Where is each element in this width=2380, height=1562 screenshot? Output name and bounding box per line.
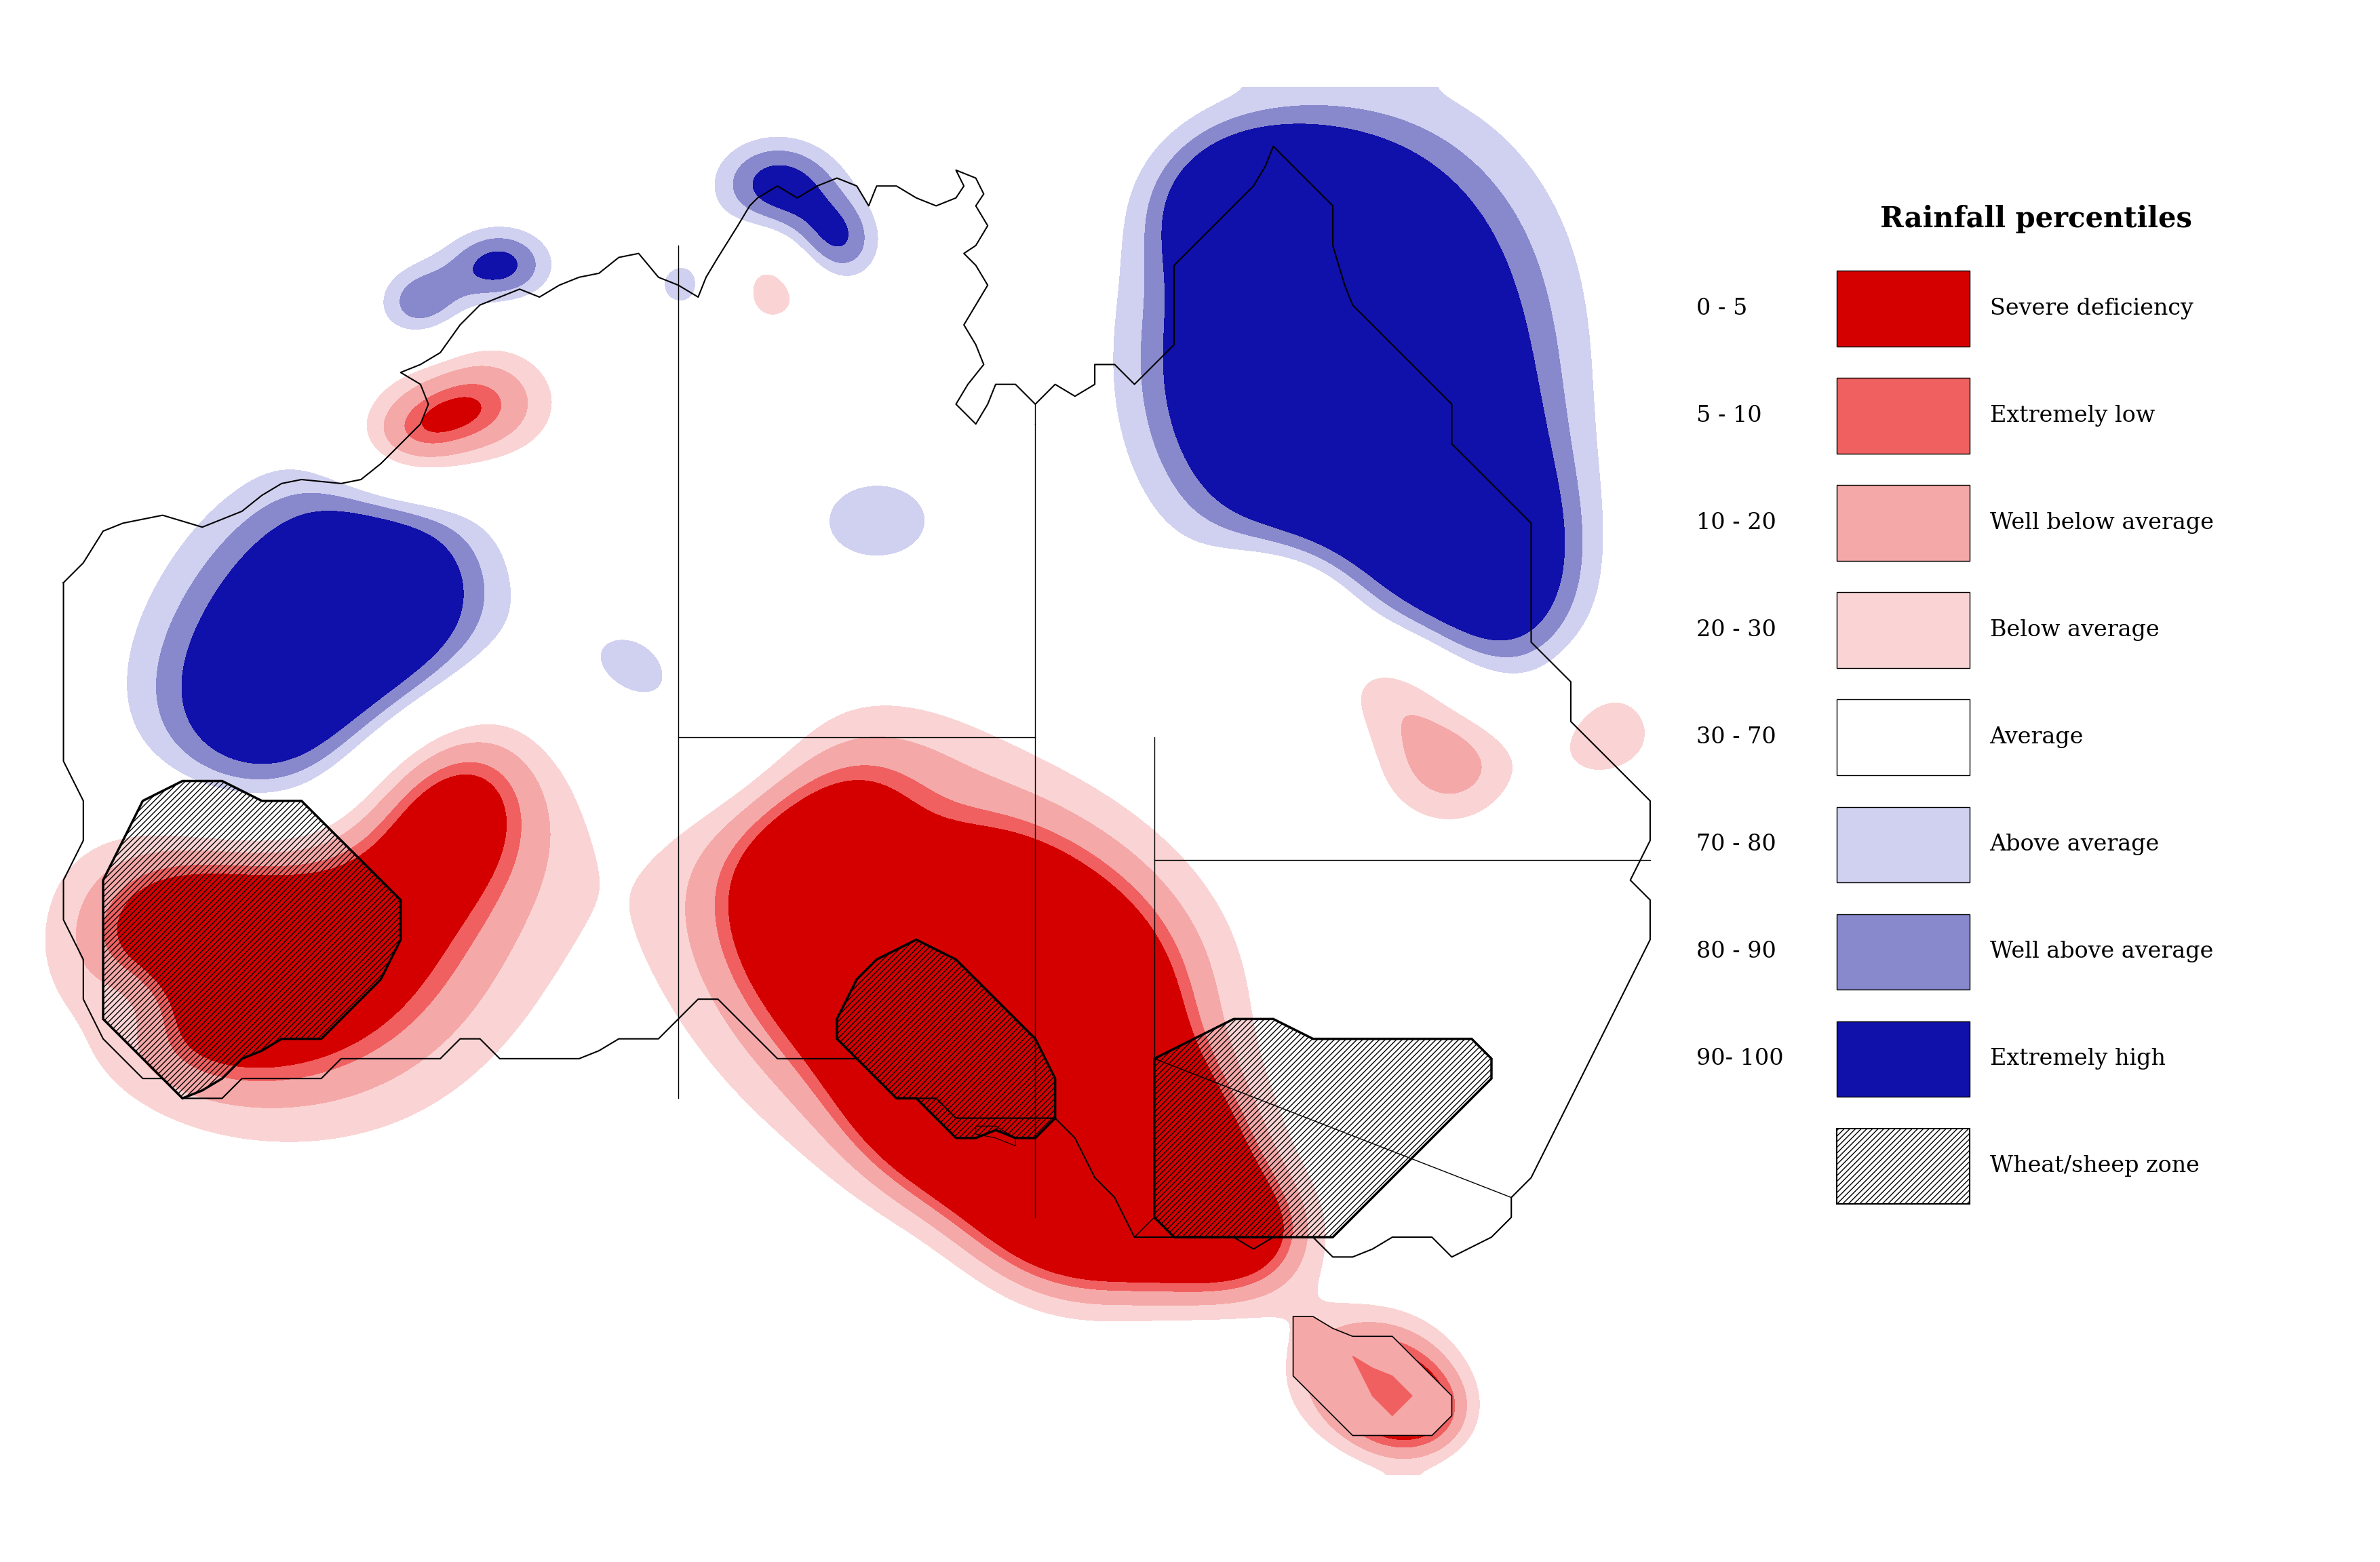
Polygon shape xyxy=(1292,1317,1452,1435)
Text: Severe deficiency: Severe deficiency xyxy=(1990,298,2192,319)
Polygon shape xyxy=(1352,1356,1411,1415)
Text: Well below average: Well below average xyxy=(1990,512,2213,534)
Bar xyxy=(1837,592,1971,669)
Text: 20 - 30: 20 - 30 xyxy=(1697,619,1775,640)
Text: 90- 100: 90- 100 xyxy=(1697,1048,1783,1070)
Text: Extremely low: Extremely low xyxy=(1990,405,2154,426)
Text: 5 - 10: 5 - 10 xyxy=(1697,405,1761,426)
Bar xyxy=(1837,378,1971,453)
Text: Well above average: Well above average xyxy=(1990,940,2213,962)
Bar xyxy=(1837,1128,1971,1204)
Text: 70 - 80: 70 - 80 xyxy=(1697,834,1775,856)
Text: Below average: Below average xyxy=(1990,619,2159,640)
Bar xyxy=(1837,914,1971,990)
Text: Wheat/sheep zone: Wheat/sheep zone xyxy=(1990,1156,2199,1178)
Bar xyxy=(1837,808,1971,883)
Bar xyxy=(1837,1022,1971,1097)
Text: Average: Average xyxy=(1990,726,2082,748)
Bar xyxy=(1837,700,1971,775)
Bar xyxy=(1837,270,1971,347)
Text: Above average: Above average xyxy=(1990,834,2159,856)
Text: 0 - 5: 0 - 5 xyxy=(1697,298,1747,319)
Text: 30 - 70: 30 - 70 xyxy=(1697,726,1775,748)
Bar xyxy=(1837,486,1971,561)
Text: 80 - 90: 80 - 90 xyxy=(1697,940,1775,962)
Text: 10 - 20: 10 - 20 xyxy=(1697,512,1775,534)
Text: Extremely high: Extremely high xyxy=(1990,1048,2166,1070)
Text: Rainfall percentiles: Rainfall percentiles xyxy=(1880,205,2192,233)
